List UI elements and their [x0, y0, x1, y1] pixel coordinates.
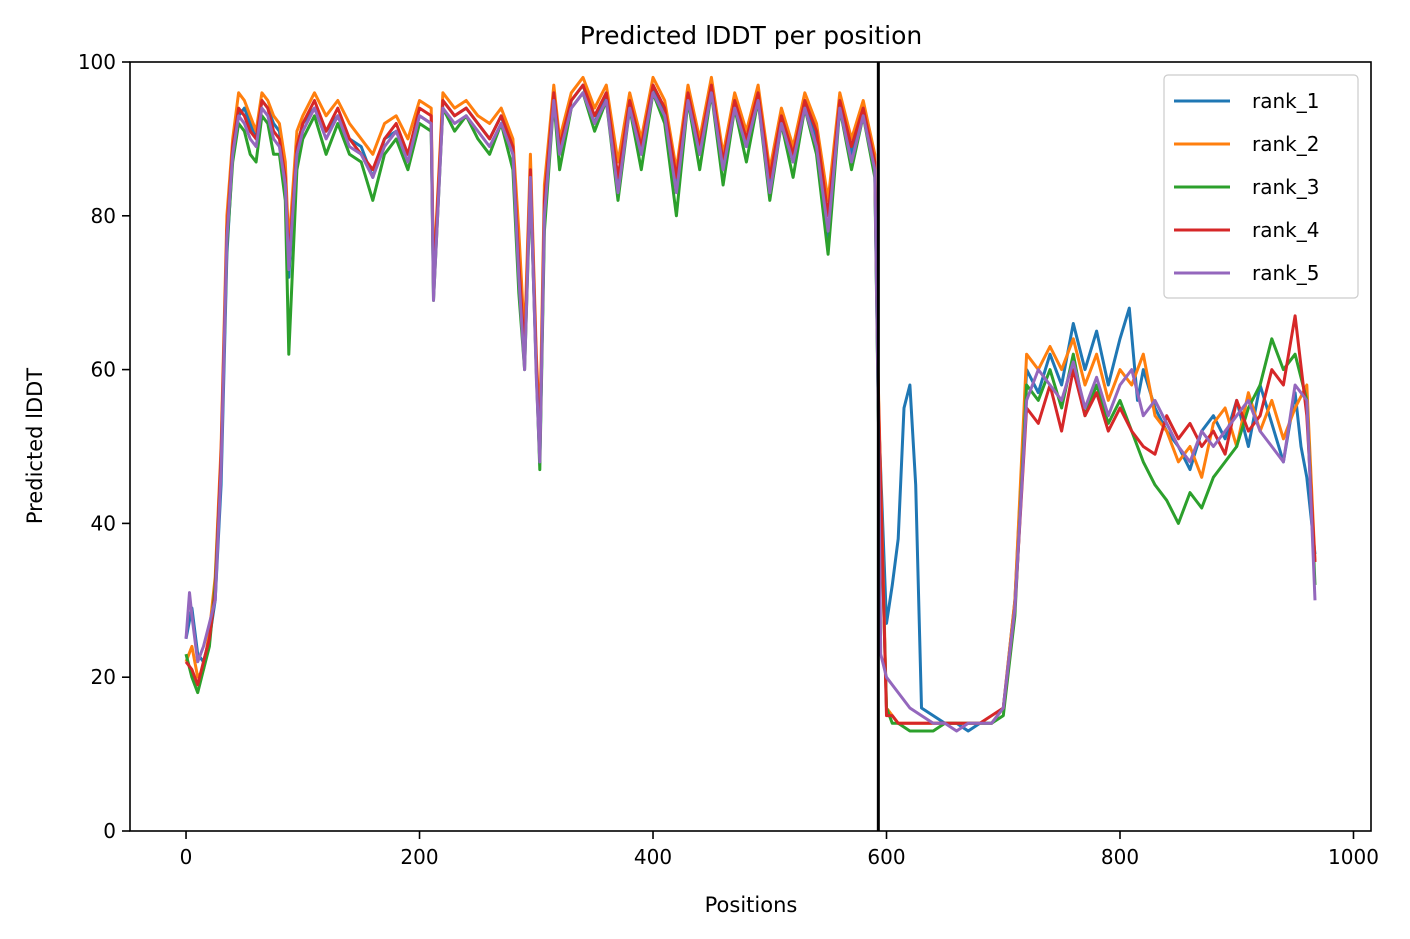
y-tick-label: 40 [91, 511, 116, 535]
plot-frame [129, 61, 1372, 832]
chart-legend: rank_1 rank_2 rank_3 rank_4 rank_5 [1163, 74, 1359, 299]
y-tick-label: 100 [78, 50, 116, 74]
y-tick-label: 20 [91, 665, 116, 689]
x-axis-label: Positions [705, 893, 798, 917]
y-axis-ticks: 0 20 40 60 80 100 [78, 50, 130, 843]
legend-label: rank_1 [1252, 89, 1319, 113]
x-tick-label: 600 [867, 845, 905, 869]
y-axis-label: Predicted lDDT [23, 368, 47, 524]
y-tick-label: 80 [91, 204, 116, 228]
legend-label: rank_5 [1252, 261, 1319, 285]
x-axis-ticks: 0 200 400 600 800 1000 [180, 831, 1379, 869]
y-tick-label: 0 [103, 819, 116, 843]
x-tick-label: 400 [634, 845, 672, 869]
legend-label: rank_4 [1252, 218, 1319, 242]
chart-title: Predicted lDDT per position [580, 21, 922, 50]
series-line-rank_4 [184, 83, 1317, 725]
x-tick-label: 800 [1101, 845, 1139, 869]
legend-box [1163, 74, 1359, 299]
y-tick-label: 60 [91, 358, 116, 382]
x-tick-label: 1000 [1328, 845, 1379, 869]
plot-lines [184, 75, 1317, 733]
legend-label: rank_2 [1252, 132, 1319, 156]
legend-label: rank_3 [1252, 175, 1319, 199]
series-line-rank_5 [184, 91, 1317, 733]
x-tick-label: 200 [400, 845, 438, 869]
x-tick-label: 0 [180, 845, 193, 869]
